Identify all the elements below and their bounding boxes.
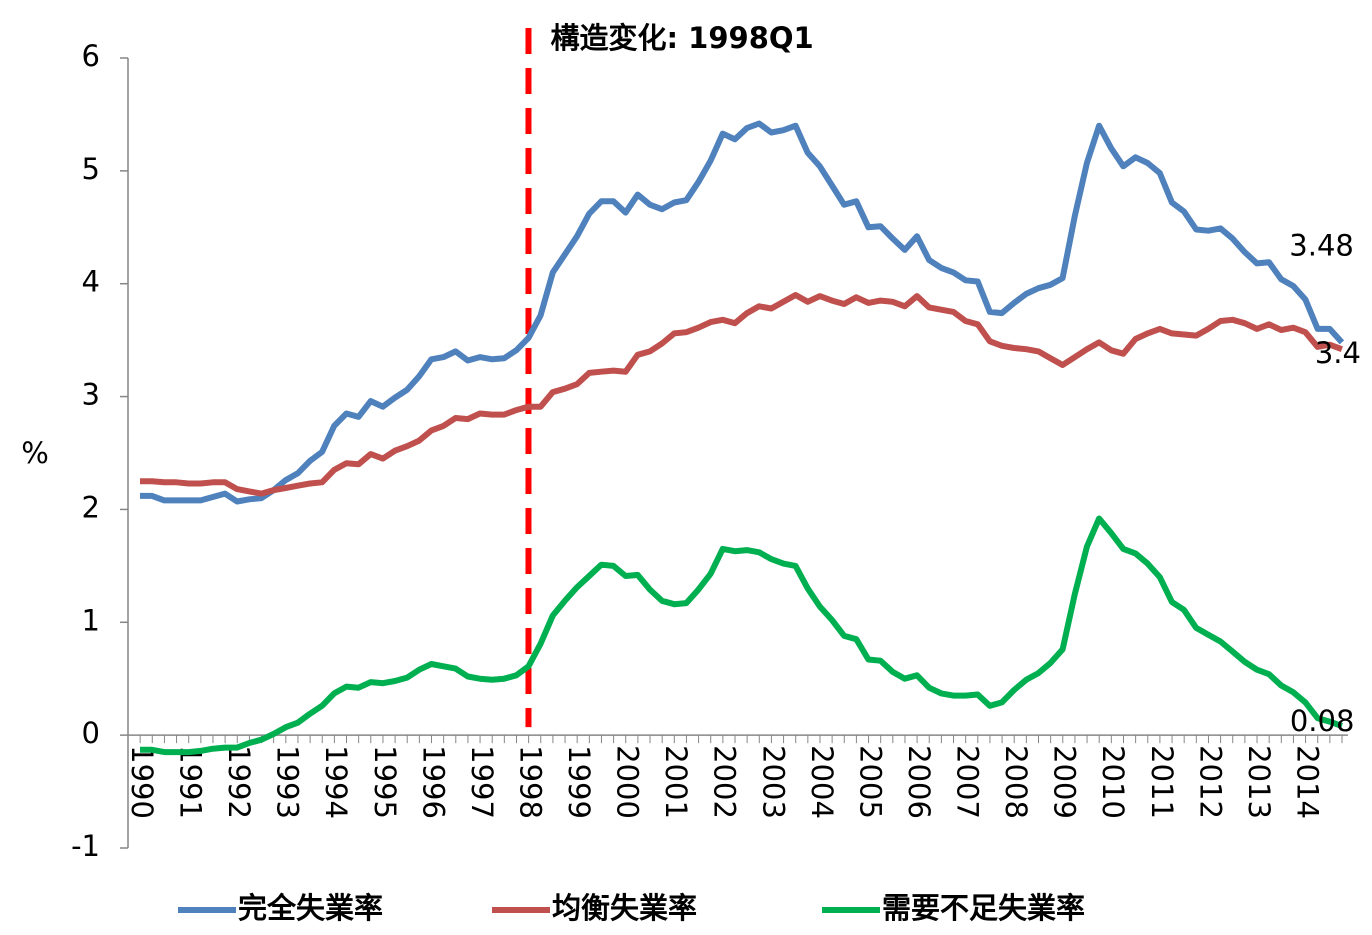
value-label: 0.08 xyxy=(1290,704,1355,738)
x-tick-label: 1992 xyxy=(222,745,256,819)
x-tick-label: 1991 xyxy=(174,745,208,819)
x-tick-label: 1997 xyxy=(465,745,499,819)
series-line xyxy=(140,292,1343,497)
x-tick-label: 1990 xyxy=(125,745,159,819)
y-tick-label: 5 xyxy=(82,152,100,186)
x-tick-label: 2011 xyxy=(1145,745,1179,819)
y-tick-label: 1 xyxy=(82,603,100,637)
x-tick-label: 2002 xyxy=(708,745,742,819)
series-line xyxy=(140,120,1345,505)
value-label: 3.48 xyxy=(1289,228,1354,262)
y-tick-label: 6 xyxy=(82,39,100,73)
legend-label: 完全失業率 xyxy=(238,891,383,925)
y-tick-label: 0 xyxy=(82,716,100,750)
x-tick-label: 2004 xyxy=(805,745,839,819)
y-tick-label: 4 xyxy=(82,265,100,299)
x-tick-label: 1998 xyxy=(513,745,547,819)
x-tick-label: 2010 xyxy=(1096,745,1130,819)
x-tick-label: 2006 xyxy=(902,745,936,819)
x-tick-label: 2013 xyxy=(1242,745,1276,819)
x-tick-label: 2001 xyxy=(659,745,693,819)
legend-item: 完全失業率 xyxy=(178,891,383,925)
x-tick-label: 2000 xyxy=(611,745,645,819)
x-tick-label: 2012 xyxy=(1193,745,1227,819)
x-tick-label: 1999 xyxy=(562,745,596,819)
x-tick-label: 2007 xyxy=(951,745,985,819)
value-label: 3.4 xyxy=(1315,336,1361,370)
series-line xyxy=(140,515,1343,756)
x-tick-label: 1993 xyxy=(271,745,305,819)
x-tick-label: 1996 xyxy=(416,745,450,819)
y-axis-label: % xyxy=(21,436,49,470)
x-tick-label: 2003 xyxy=(756,745,790,819)
x-tick-label: 1994 xyxy=(319,745,353,819)
x-tick-label: 2008 xyxy=(999,745,1033,819)
y-tick-label: 2 xyxy=(82,490,100,524)
x-tick-label: 1995 xyxy=(368,745,402,819)
legend-item: 需要不足失業率 xyxy=(822,891,1085,925)
legend-label: 需要不足失業率 xyxy=(882,891,1085,925)
legend-item: 均衡失業率 xyxy=(492,891,697,925)
x-tick-label: 2005 xyxy=(853,745,887,819)
annotation: 構造変化: 1998Q1 xyxy=(550,21,813,55)
x-tick-label: 2009 xyxy=(1048,745,1082,819)
legend-label: 均衡失業率 xyxy=(552,891,697,925)
y-tick-label: -1 xyxy=(71,829,100,863)
x-tick-label: 2014 xyxy=(1290,745,1324,819)
y-tick-label: 3 xyxy=(82,378,100,412)
